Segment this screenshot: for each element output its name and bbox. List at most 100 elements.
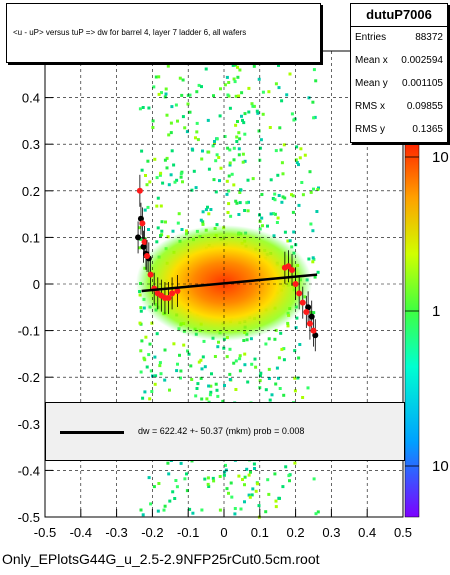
profile-point-red — [139, 220, 146, 227]
profile-point-black — [140, 243, 147, 250]
heatmap-cell — [269, 178, 273, 182]
heatmap-cell — [258, 219, 262, 223]
heatmap-cell — [185, 472, 188, 476]
heatmap-cell — [190, 188, 194, 192]
heatmap-cell — [209, 384, 213, 388]
heatmap-cell — [141, 513, 145, 517]
heatmap-cell — [286, 239, 290, 243]
profile-point-red — [144, 253, 151, 260]
heatmap-cell — [233, 507, 237, 510]
profile-points — [135, 174, 319, 352]
heatmap-cell — [250, 362, 254, 366]
heatmap-cell — [277, 356, 281, 360]
heatmap-cell — [227, 189, 231, 193]
heatmap-cell — [277, 194, 281, 197]
x-tick-label: 0.5 — [394, 525, 412, 540]
x-tick-label: -0.1 — [177, 525, 199, 540]
heatmap-cell — [280, 347, 284, 351]
heatmap-cell — [155, 240, 159, 244]
heatmap-cell — [176, 119, 179, 123]
stats-label: Entries — [355, 32, 387, 43]
heatmap-cell — [267, 337, 271, 341]
x-tick-label: -0.3 — [105, 525, 127, 540]
heatmap-cell — [237, 474, 241, 478]
y-tick-label: -0.4 — [18, 463, 40, 478]
heatmap-cell — [179, 172, 183, 176]
heatmap-cell — [287, 474, 291, 478]
heatmap-cell — [218, 508, 222, 512]
heatmap-cell — [208, 393, 212, 397]
heatmap-cell — [155, 176, 159, 180]
heatmap-cell — [194, 186, 198, 190]
heatmap-cell — [312, 116, 316, 120]
heatmap-cell — [159, 234, 162, 238]
heatmap-cell — [216, 394, 220, 398]
heatmap-cell — [142, 306, 146, 310]
heatmap-cell — [299, 147, 303, 151]
heatmap-cell — [236, 75, 240, 79]
profile-point-black — [135, 234, 142, 241]
heatmap-cell — [153, 355, 157, 359]
heatmap-cell — [189, 364, 193, 368]
heatmap-cell — [206, 482, 210, 486]
heatmap-cell — [163, 158, 167, 162]
heatmap-cell — [246, 209, 250, 213]
heatmap-cell — [221, 399, 225, 403]
heatmap-cell — [288, 239, 292, 243]
heatmap-cell — [238, 201, 242, 205]
heatmap-cell — [164, 87, 168, 91]
stats-label: Mean y — [355, 78, 388, 89]
heatmap-cell — [194, 394, 198, 398]
heatmap-cell — [258, 146, 262, 150]
color-scale-label: 1 — [432, 303, 440, 320]
heatmap-cell — [200, 508, 204, 512]
heatmap-cell — [223, 470, 227, 474]
heatmap-cell — [170, 149, 174, 153]
heatmap-cell — [241, 160, 245, 164]
heatmap-cell — [143, 358, 147, 362]
heatmap-cell — [222, 473, 226, 477]
heatmap-cell — [218, 114, 222, 118]
heatmap-cell — [280, 99, 284, 103]
y-tick-label: 0 — [33, 277, 40, 292]
heatmap-cell — [316, 270, 320, 274]
heatmap-cell — [197, 83, 201, 87]
heatmap-cell — [213, 355, 217, 358]
heatmap-cell — [211, 144, 215, 148]
heatmap-cell — [228, 372, 232, 376]
heatmap-cell — [200, 85, 203, 89]
heatmap-cell — [243, 483, 246, 487]
heatmap-cell — [247, 200, 250, 204]
heatmap-cell — [309, 190, 313, 194]
heatmap-cell — [288, 479, 291, 483]
heatmap-cell — [165, 166, 169, 170]
heatmap-cell — [138, 226, 142, 230]
heatmap-cell — [249, 337, 253, 341]
heatmap-cell — [242, 121, 246, 125]
heatmap-cell — [236, 65, 239, 69]
heatmap-cell — [173, 180, 177, 184]
stats-label: RMS y — [355, 124, 385, 135]
heatmap-cell — [285, 93, 289, 97]
heatmap-cell — [215, 153, 219, 157]
heatmap-cell — [152, 485, 156, 489]
heatmap-cell — [169, 121, 173, 125]
stats-row-rms-y: RMS y 0.1365 — [355, 122, 443, 138]
heatmap-cell — [233, 512, 237, 516]
heatmap-cell — [139, 309, 143, 313]
heatmap-cell — [251, 487, 255, 491]
heatmap-cell — [247, 86, 251, 90]
heatmap-cell — [149, 369, 153, 373]
heatmap-cell — [277, 63, 280, 67]
heatmap-cell — [236, 120, 239, 123]
heatmap-cell — [274, 82, 278, 86]
heatmap-cell — [309, 222, 313, 226]
heatmap-cell — [141, 396, 145, 400]
axis-ticks: -0.5 -0.4 -0.3 -0.2 -0.1 0 0.1 0.2 0.3 0.4 0.5 -0.5… — [18, 44, 412, 540]
color-scale-bar — [404, 140, 420, 518]
heatmap-cell — [226, 146, 230, 150]
heatmap-cell — [215, 137, 219, 141]
heatmap-cell — [195, 121, 199, 125]
profile-point-red — [296, 290, 303, 297]
profile-point-red — [306, 320, 313, 327]
